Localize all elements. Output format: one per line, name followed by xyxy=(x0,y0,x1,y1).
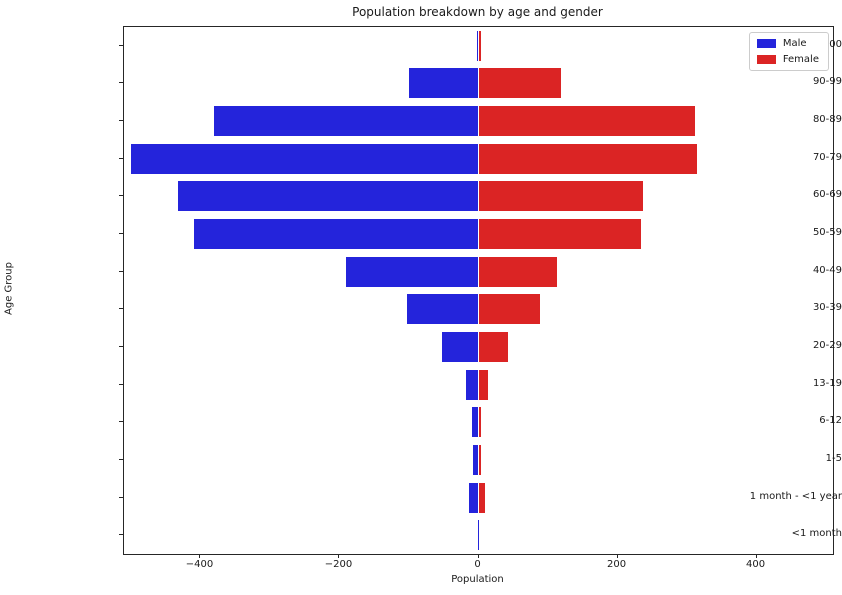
bar-male-30-39 xyxy=(406,294,479,325)
bar-female--100 xyxy=(478,30,481,61)
y-tick-label: 40-49 xyxy=(812,264,842,276)
y-tick-label: 70-79 xyxy=(812,151,842,163)
x-tick-label: −200 xyxy=(324,559,353,570)
x-tick-label: 200 xyxy=(606,559,627,570)
y-tick-mark xyxy=(119,195,123,197)
bar-female-1-month-1-year xyxy=(478,482,485,513)
y-tick-label: 1 month - <1 year xyxy=(749,490,842,502)
y-tick-mark xyxy=(119,383,123,385)
bar-female-70-79 xyxy=(478,143,697,174)
y-tick-mark xyxy=(119,308,123,310)
y-tick-mark xyxy=(119,233,123,235)
bar-male-80-89 xyxy=(214,106,479,137)
bar-male-1-5 xyxy=(472,444,479,475)
bar-female-40-49 xyxy=(478,256,558,287)
plot-area: Male Female xyxy=(123,26,834,555)
bar-female-6-12 xyxy=(478,407,482,438)
y-tick-label: <1 month xyxy=(791,528,842,540)
x-tick-label: 400 xyxy=(745,559,766,570)
y-tick-label: 6-12 xyxy=(819,415,842,427)
bar-male-1-month-1-year xyxy=(469,482,479,513)
legend-label-female: Female xyxy=(782,54,819,65)
y-tick-label: 80-89 xyxy=(812,114,842,126)
bar-female-20-29 xyxy=(478,331,509,362)
y-tick-mark xyxy=(119,82,123,84)
y-tick-mark xyxy=(119,270,123,272)
y-tick-label: 30-39 xyxy=(812,302,842,314)
x-tick-mark xyxy=(477,554,479,558)
y-tick-label: 90-99 xyxy=(812,76,842,88)
bar-female-60-69 xyxy=(478,181,643,212)
y-axis-label: Age Group xyxy=(3,262,15,315)
y-tick-label: 50-59 xyxy=(812,227,842,239)
female-color-swatch xyxy=(756,55,776,64)
bar-male-40-49 xyxy=(346,256,479,287)
x-tick-mark xyxy=(338,554,340,558)
bar-male-13-19 xyxy=(465,369,479,400)
bar-male-60-69 xyxy=(177,181,479,212)
bar-male-50-59 xyxy=(193,219,479,250)
legend-item-male: Male xyxy=(756,38,819,49)
y-tick-mark xyxy=(119,120,123,122)
y-tick-mark xyxy=(119,157,123,159)
bar-female-13-19 xyxy=(478,369,488,400)
x-tick-label: −400 xyxy=(185,559,214,570)
y-tick-mark xyxy=(119,458,123,460)
bar-male-70-79 xyxy=(130,143,479,174)
bar-female-50-59 xyxy=(478,219,642,250)
bar-female-90-99 xyxy=(478,68,562,99)
male-color-swatch xyxy=(756,39,776,48)
bar-female-30-39 xyxy=(478,294,540,325)
bar-male-20-29 xyxy=(441,331,479,362)
y-tick-label: 60-69 xyxy=(812,189,842,201)
bar-male-90-99 xyxy=(408,68,479,99)
x-tick-mark xyxy=(199,554,201,558)
bar-female-1-5 xyxy=(478,444,481,475)
y-tick-label: 1-5 xyxy=(825,452,842,464)
bar-male-6-12 xyxy=(471,407,479,438)
y-tick-mark xyxy=(119,44,123,46)
bar-male--100 xyxy=(477,30,479,61)
x-tick-mark xyxy=(755,554,757,558)
legend-label-male: Male xyxy=(782,38,807,49)
y-tick-label: 13-19 xyxy=(812,377,842,389)
y-tick-mark xyxy=(119,345,123,347)
bar-male--1-month xyxy=(477,520,479,551)
x-tick-mark xyxy=(616,554,618,558)
y-tick-mark xyxy=(119,534,123,536)
y-tick-mark xyxy=(119,421,123,423)
legend-item-female: Female xyxy=(756,54,819,65)
legend: Male Female xyxy=(748,32,829,71)
x-axis-label: Population xyxy=(451,574,504,585)
y-tick-label: 20-29 xyxy=(812,339,842,351)
bar-female-80-89 xyxy=(478,106,696,137)
y-tick-mark xyxy=(119,496,123,498)
x-tick-label: 0 xyxy=(474,559,481,570)
chart-title: Population breakdown by age and gender xyxy=(352,5,603,19)
